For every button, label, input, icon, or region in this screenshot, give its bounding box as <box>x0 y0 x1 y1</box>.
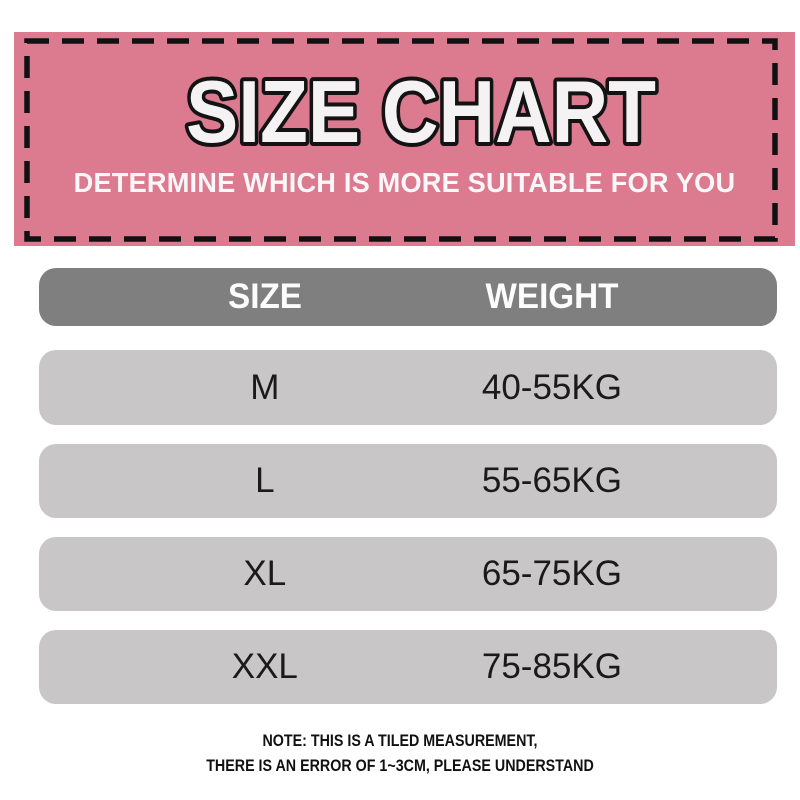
banner-decor: SIZE CHART <box>24 38 778 242</box>
dashed-border <box>24 38 778 242</box>
weight-value: 55-65KG <box>481 461 622 500</box>
size-value: M <box>250 367 280 407</box>
weight-value: 40-55KG <box>481 367 622 407</box>
table-row: L 55-65KG <box>39 444 777 518</box>
weight-value: 75-85KG <box>481 647 622 686</box>
page-title: SIZE CHART <box>186 62 656 161</box>
note: NOTE: THIS IS A TILED MEASUREMENT, THERE… <box>64 728 736 778</box>
table-row: XXL 75-85KG <box>39 630 777 704</box>
size-value: L <box>255 461 275 500</box>
size-value: XXL <box>231 647 298 686</box>
note-line-2: THERE IS AN ERROR OF 1~3CM, PLEASE UNDER… <box>206 756 594 775</box>
size-value: XL <box>243 554 287 593</box>
header-cell-size: SIZE <box>227 277 302 316</box>
note-line-1: NOTE: THIS IS A TILED MEASUREMENT, <box>262 731 538 750</box>
banner: SIZE CHART DETERMINE WHICH IS MORE SUITA… <box>14 32 795 246</box>
weight-value: 65-75KG <box>481 554 622 593</box>
banner-subtitle: DETERMINE WHICH IS MORE SUITABLE FOR YOU <box>73 167 736 198</box>
header-cell-weight: WEIGHT <box>485 277 619 316</box>
size-table: SIZE WEIGHT M 40-55KG L 55-65KG XL 65-75… <box>39 268 777 723</box>
table-row: M 40-55KG <box>39 350 777 425</box>
table-header-row: SIZE WEIGHT <box>39 268 777 326</box>
table-row: XL 65-75KG <box>39 537 777 611</box>
